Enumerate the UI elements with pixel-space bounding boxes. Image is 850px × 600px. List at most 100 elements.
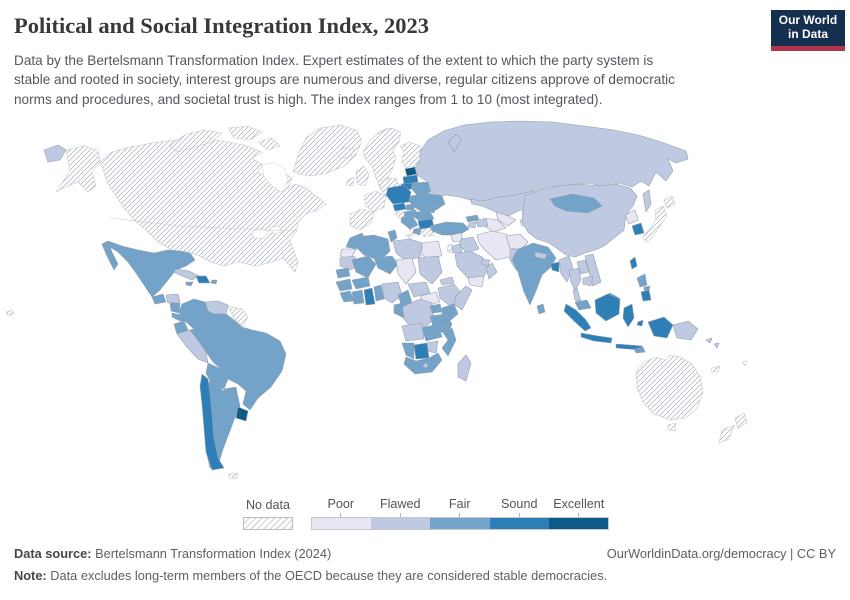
country-fiji[interactable] bbox=[741, 360, 748, 367]
country-taiwan[interactable] bbox=[629, 256, 638, 270]
country-israel[interactable] bbox=[446, 243, 453, 254]
country-ivory-coast[interactable] bbox=[351, 289, 365, 305]
country-timor-leste[interactable] bbox=[633, 346, 646, 354]
country-cambodia[interactable] bbox=[582, 275, 594, 287]
country-czechia[interactable] bbox=[392, 202, 407, 212]
country-gulf-states[interactable] bbox=[480, 258, 491, 267]
country-western-balkans[interactable] bbox=[400, 216, 419, 230]
country-greenland[interactable] bbox=[292, 124, 363, 177]
country-armenia[interactable] bbox=[467, 221, 477, 229]
country-mali[interactable] bbox=[351, 255, 377, 279]
legend-segment-sound[interactable]: Sound bbox=[489, 497, 549, 530]
owid-logo[interactable]: Our World in Data bbox=[771, 10, 845, 51]
country-chad[interactable] bbox=[395, 257, 417, 285]
country-iraq[interactable] bbox=[458, 236, 480, 254]
country-japan[interactable] bbox=[642, 195, 676, 243]
country-mongolia[interactable] bbox=[549, 193, 603, 214]
country-burkina-faso[interactable] bbox=[351, 276, 371, 290]
country-poland[interactable] bbox=[385, 184, 412, 205]
country-zambia[interactable] bbox=[421, 323, 443, 342]
country-madagascar[interactable] bbox=[457, 354, 472, 382]
country-slovakia[interactable] bbox=[405, 203, 416, 211]
country-latvia[interactable] bbox=[402, 174, 419, 185]
country-iceland[interactable] bbox=[336, 146, 355, 159]
country-mozambique[interactable] bbox=[441, 327, 457, 357]
country-dominican-republic[interactable] bbox=[195, 275, 211, 284]
country-sri-lanka[interactable] bbox=[536, 303, 546, 315]
country-senegal[interactable] bbox=[335, 267, 351, 279]
country-malaysia[interactable] bbox=[574, 299, 592, 311]
country-spain-portugal[interactable] bbox=[349, 208, 375, 231]
country-moldova[interactable] bbox=[428, 205, 437, 214]
country-nepal[interactable] bbox=[534, 251, 548, 260]
country-guyanas[interactable] bbox=[227, 305, 249, 328]
country-namibia[interactable] bbox=[401, 342, 415, 360]
country-cuba[interactable] bbox=[173, 268, 200, 281]
country-nicaragua[interactable] bbox=[169, 302, 181, 314]
country-philippines-luzon[interactable] bbox=[636, 273, 648, 288]
country-india[interactable] bbox=[511, 242, 557, 306]
legend-segment-flawed[interactable]: Flawed bbox=[370, 497, 430, 530]
country-uzbekistan[interactable] bbox=[495, 211, 517, 227]
country-guinea[interactable] bbox=[335, 278, 353, 292]
country-niger[interactable] bbox=[373, 255, 399, 275]
country-north-korea[interactable] bbox=[624, 209, 639, 225]
country-philippines-mindanao[interactable] bbox=[640, 289, 652, 302]
country-vietnam[interactable] bbox=[584, 253, 602, 287]
country-south-korea[interactable] bbox=[631, 222, 645, 236]
country-central-african-republic[interactable] bbox=[407, 281, 431, 298]
country-nigeria[interactable] bbox=[381, 281, 403, 304]
country-australia[interactable] bbox=[635, 354, 704, 432]
country-thailand[interactable] bbox=[568, 267, 582, 303]
country-afghanistan[interactable] bbox=[505, 233, 529, 251]
country-gabon-congo[interactable] bbox=[393, 302, 405, 319]
country-azerbaijan[interactable] bbox=[475, 218, 489, 228]
country-turkey[interactable] bbox=[429, 221, 470, 236]
country-tunisia[interactable] bbox=[387, 229, 398, 243]
country-sudan[interactable] bbox=[417, 255, 443, 285]
country-eritrea[interactable] bbox=[439, 276, 455, 286]
country-angola[interactable] bbox=[401, 322, 425, 342]
owid-url-link[interactable]: OurWorldinData.org/democracy | CC BY bbox=[606, 546, 836, 561]
country-albania[interactable] bbox=[412, 227, 422, 236]
country-algeria[interactable] bbox=[355, 234, 391, 262]
country-togo-benin[interactable] bbox=[373, 284, 385, 302]
country-solomon-islands[interactable] bbox=[705, 337, 720, 349]
country-puerto-rico[interactable] bbox=[210, 279, 218, 285]
country-canada-united-states[interactable] bbox=[99, 138, 327, 273]
country-norway-sweden[interactable] bbox=[362, 127, 402, 189]
legend-segment-fair[interactable]: Fair bbox=[430, 497, 490, 530]
country-libya[interactable] bbox=[392, 238, 423, 262]
country-uruguay[interactable] bbox=[235, 406, 249, 422]
country-ghana[interactable] bbox=[363, 287, 376, 306]
country-ukraine[interactable] bbox=[408, 192, 446, 213]
country-oman[interactable] bbox=[485, 262, 498, 280]
country-hawaii[interactable] bbox=[5, 309, 15, 317]
country-canadian-arctic-islands[interactable] bbox=[169, 125, 281, 153]
legend-no-data[interactable]: No data bbox=[243, 498, 293, 530]
country-jamaica[interactable] bbox=[185, 281, 194, 287]
country-guatemala[interactable] bbox=[151, 293, 167, 305]
country-russia[interactable] bbox=[43, 120, 689, 213]
legend-segment-excellent[interactable]: Excellent bbox=[549, 497, 609, 530]
country-chile[interactable] bbox=[199, 373, 225, 471]
country-new-zealand[interactable] bbox=[718, 412, 748, 444]
country-falkland-islands[interactable] bbox=[228, 472, 239, 480]
country-lesotho[interactable] bbox=[422, 362, 429, 369]
country-alaska[interactable] bbox=[55, 145, 101, 193]
country-united-kingdom[interactable] bbox=[355, 165, 370, 187]
country-france[interactable] bbox=[363, 190, 387, 213]
country-honduras[interactable] bbox=[165, 293, 181, 304]
country-new-caledonia[interactable] bbox=[710, 365, 721, 373]
country-jordan[interactable] bbox=[451, 243, 463, 254]
country-south-africa[interactable] bbox=[403, 352, 443, 375]
country-botswana[interactable] bbox=[413, 342, 430, 360]
country-china[interactable] bbox=[521, 183, 638, 258]
country-papua-new-guinea[interactable] bbox=[672, 320, 699, 341]
country-somalia[interactable] bbox=[453, 285, 473, 311]
legend-segment-poor[interactable]: Poor bbox=[311, 497, 371, 530]
country-bangladesh[interactable] bbox=[550, 261, 560, 273]
country-brazil[interactable] bbox=[189, 310, 287, 411]
country-ireland[interactable] bbox=[345, 176, 355, 187]
country-yemen[interactable] bbox=[467, 275, 485, 288]
